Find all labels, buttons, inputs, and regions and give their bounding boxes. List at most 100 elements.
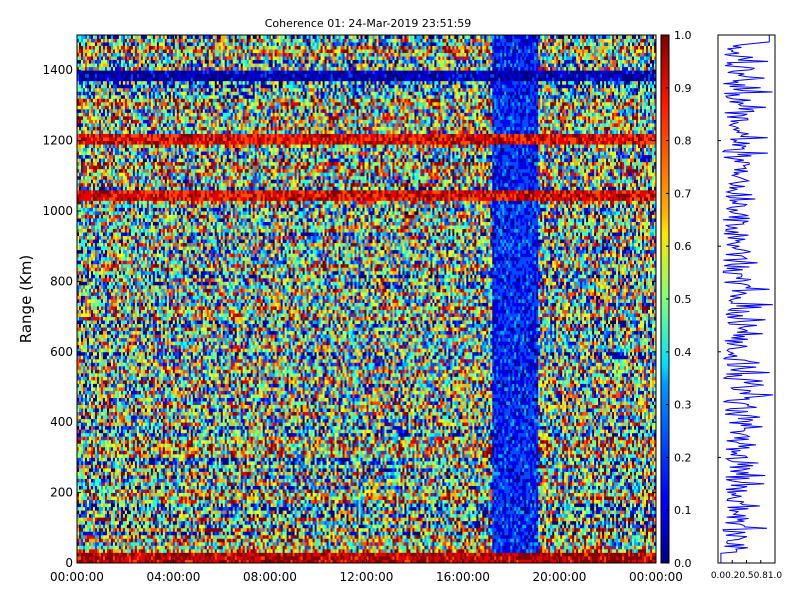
- heatmap-cell: [277, 493, 281, 497]
- heatmap-cell: [177, 528, 181, 532]
- heatmap-cell: [372, 496, 378, 500]
- heatmap-cell: [87, 535, 95, 539]
- heatmap-cell: [321, 514, 325, 518]
- heatmap-cell: [345, 556, 349, 560]
- heatmap-cell: [195, 489, 201, 493]
- heatmap-cell: [418, 514, 422, 518]
- heatmap-cell: [105, 556, 113, 560]
- heatmap-cell: [628, 545, 632, 549]
- heatmap-cell: [610, 556, 616, 560]
- heatmap-cell: [480, 517, 484, 521]
- heatmap-cell: [283, 517, 287, 521]
- heatmap-cell: [131, 531, 135, 535]
- heatmap-cell: [526, 496, 530, 500]
- heatmap-cell: [101, 500, 105, 504]
- heatmap-cell: [171, 552, 177, 556]
- heatmap-cell: [590, 503, 594, 507]
- heatmap-cell: [361, 542, 367, 546]
- heatmap-cell: [205, 496, 211, 500]
- heatmap-cell: [101, 521, 105, 525]
- heatmap-cell: [616, 514, 620, 518]
- heatmap-cell: [512, 552, 518, 556]
- heatmap-cell: [526, 493, 530, 497]
- heatmap-cell: [157, 545, 161, 549]
- heatmap-cell: [498, 489, 504, 493]
- heatmap-cell: [145, 538, 153, 542]
- heatmap-cell: [287, 521, 291, 525]
- heatmap-cell: [610, 552, 622, 556]
- heatmap-cell: [558, 514, 562, 518]
- heatmap-cell: [195, 521, 199, 525]
- heatmap-cell: [227, 535, 233, 539]
- heatmap-cell: [532, 531, 536, 535]
- heatmap-cell: [596, 510, 600, 514]
- heatmap-cell: [410, 507, 416, 511]
- heatmap-cell: [103, 535, 109, 539]
- heatmap-cell: [183, 528, 187, 532]
- heatmap-cell: [167, 552, 171, 556]
- heatmap-cell: [392, 514, 396, 518]
- heatmap-cell: [506, 496, 510, 500]
- heatmap-cell: [283, 524, 287, 528]
- heatmap-cell: [317, 538, 321, 542]
- heatmap-cell: [460, 517, 464, 521]
- heatmap-cell: [223, 528, 227, 532]
- heatmap-cell: [313, 521, 317, 525]
- heatmap-cell: [279, 507, 285, 511]
- heatmap-cell: [317, 514, 321, 518]
- heatmap-cell: [179, 500, 183, 504]
- heatmap-cell: [550, 489, 554, 493]
- heatmap-cell: [544, 556, 548, 560]
- heatmap-cell: [281, 538, 285, 542]
- heatmap-cell: [191, 500, 197, 504]
- heatmap-cell: [592, 556, 598, 560]
- heatmap-cell: [442, 500, 446, 504]
- heatmap-cell: [644, 521, 648, 525]
- heatmap-cell: [582, 528, 586, 532]
- heatmap-cell: [574, 503, 584, 507]
- heatmap-cell: [199, 493, 203, 497]
- heatmap-cell: [249, 535, 253, 539]
- heatmap-cell: [365, 528, 369, 532]
- heatmap-cell: [129, 496, 133, 500]
- heatmap-cell: [129, 517, 133, 521]
- heatmap-cell: [620, 496, 624, 500]
- heatmap-cell: [89, 549, 97, 553]
- heatmap-cell: [83, 517, 87, 521]
- heatmap-cell: [588, 552, 600, 556]
- heatmap-cell: [520, 503, 524, 507]
- heatmap-cell: [251, 542, 255, 546]
- heatmap-cell: [604, 496, 614, 500]
- heatmap-cell: [502, 549, 510, 553]
- heatmap-cell: [406, 493, 410, 497]
- heatmap-cell: [233, 549, 237, 553]
- heatmap-cell: [610, 503, 614, 507]
- heatmap-cell: [546, 535, 550, 539]
- heatmap-cell: [265, 521, 269, 525]
- heatmap-cell: [257, 493, 261, 497]
- heatmap-cell: [636, 531, 640, 535]
- heatmap-cell: [153, 517, 157, 521]
- heatmap-cell: [203, 549, 207, 553]
- heatmap-cell: [87, 521, 91, 525]
- heatmap-cell: [470, 556, 474, 560]
- heatmap-cell: [235, 531, 239, 535]
- heatmap-cell: [309, 535, 313, 539]
- heatmap-cell: [612, 549, 616, 553]
- heatmap-cell: [600, 493, 604, 497]
- heatmap-cell: [428, 507, 432, 511]
- heatmap-cell: [532, 521, 536, 525]
- heatmap-cell: [490, 556, 494, 560]
- heatmap-cell: [456, 517, 460, 521]
- heatmap-cell: [251, 503, 255, 507]
- heatmap-cell: [526, 521, 532, 525]
- heatmap-cell: [109, 510, 113, 514]
- heatmap-cell: [520, 517, 524, 521]
- heatmap-cell: [424, 493, 428, 497]
- heatmap-cell: [514, 493, 518, 497]
- heatmap-cell: [550, 535, 554, 539]
- heatmap-cell: [430, 524, 434, 528]
- heatmap-cell: [291, 542, 295, 546]
- heatmap-cell: [534, 528, 538, 532]
